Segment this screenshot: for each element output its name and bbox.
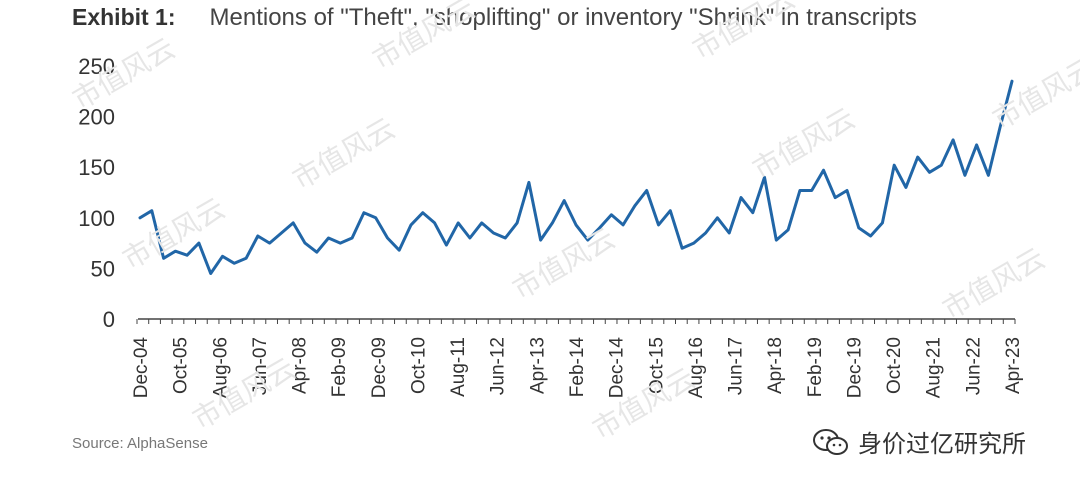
x-tick-label: Aug-11 <box>448 337 469 397</box>
y-tick-label: 50 <box>91 256 115 281</box>
brand-name: 身价过亿研究所 <box>858 430 1026 458</box>
x-axis: Dec-04 Oct-05 Aug-06 Jun-07 Apr-08 Feb-09 Dec-… <box>131 319 1024 398</box>
x-tick-label: Aug-16 <box>686 337 707 398</box>
exhibit-label: Exhibit 1: <box>72 4 176 30</box>
y-tick-label: 150 <box>78 155 115 180</box>
x-tick-label: Oct-20 <box>884 337 905 394</box>
x-tick-label: Dec-04 <box>131 337 152 399</box>
y-tick-label: 100 <box>78 206 115 231</box>
series-line <box>138 79 1014 275</box>
y-axis: 0 50 100 150 200 250 <box>78 54 115 332</box>
x-tick-label: Feb-19 <box>805 337 826 397</box>
x-tick-label: Aug-21 <box>924 337 945 398</box>
x-tick-label: Oct-15 <box>646 337 667 394</box>
y-tick-label: 200 <box>78 105 115 130</box>
x-tick-label: Oct-10 <box>408 337 429 394</box>
chart-title: Mentions of "Theft", "shoplifting" or in… <box>209 4 917 31</box>
x-tick-label: Dec-19 <box>844 337 865 398</box>
x-tick-label: Dec-14 <box>607 337 628 399</box>
x-tick-label: Jun-07 <box>250 337 271 395</box>
x-tick-label: Apr-18 <box>765 337 786 394</box>
x-tick-label: Apr-23 <box>1003 337 1024 394</box>
x-tick-label: Apr-08 <box>290 337 311 394</box>
x-tick-label: Aug-06 <box>210 337 231 398</box>
x-tick-label: Apr-13 <box>527 337 548 394</box>
x-tick-label: Oct-05 <box>171 337 192 394</box>
source-note: Source: AlphaSense <box>72 435 208 452</box>
x-tick-label: Jun-12 <box>488 337 509 395</box>
wechat-icon <box>813 428 848 455</box>
x-tick-label: Dec-09 <box>369 337 390 398</box>
x-tick-label: Feb-09 <box>329 337 350 397</box>
chart-title-row: Exhibit 1: Mentions of "Theft", "shoplif… <box>72 4 917 38</box>
y-tick-label: 0 <box>103 307 115 332</box>
brand-mark: 身价过亿研究所 <box>812 424 1026 459</box>
x-tick-label: Jun-17 <box>726 337 747 395</box>
x-tick-label: Jun-22 <box>963 337 984 395</box>
x-tick-label: Feb-14 <box>567 337 588 398</box>
y-tick-label: 250 <box>78 54 115 79</box>
